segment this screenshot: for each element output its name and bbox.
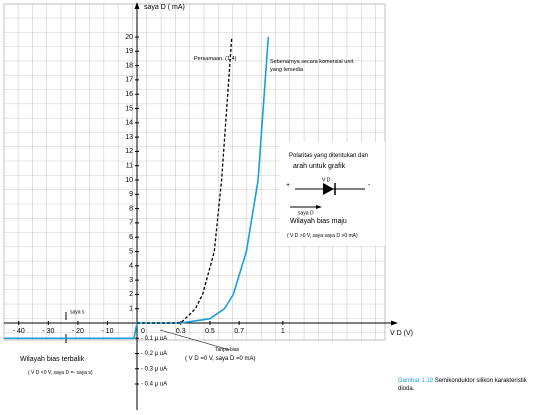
origin-label: 0: [141, 328, 145, 335]
y-tick-label: 19: [125, 48, 133, 55]
y-tick-label: 13: [125, 134, 133, 141]
nobias-pointer: [159, 329, 231, 351]
nobias-cond: ( V D =0 V, saya D =0 mA): [185, 356, 256, 362]
polarity-1: Polaritas yang ditentukan dan: [289, 153, 369, 159]
series-line: [4, 36, 270, 340]
polarity-box: [280, 142, 385, 246]
x-tick-label: 0.5: [205, 328, 215, 335]
y-tick-label: 6: [129, 234, 133, 241]
y-tick-label: 15: [125, 105, 133, 112]
y-tick-label: 14: [125, 120, 133, 127]
y-axis-label: saya D ( mA): [144, 4, 185, 11]
y-tick-label: 20: [125, 34, 133, 41]
reverse-label: Wilayah bias terbalik: [20, 356, 85, 363]
is-label: saya s: [70, 309, 85, 315]
x-tick-label: - 30: [42, 328, 54, 335]
y-tick-label: 1: [129, 306, 133, 313]
series-label: Sebenarnya secara komersial unit yang te…: [270, 59, 354, 73]
y-tick-label: 18: [125, 62, 133, 69]
y-tick-label: 16: [125, 91, 133, 98]
y-tick-label: 12: [125, 148, 133, 155]
y-tick-label: 11: [126, 163, 133, 170]
x-tick-label: - 10: [101, 328, 113, 335]
series-label: Persamaan. (1.4): [194, 56, 237, 62]
y-tick-label: 8: [129, 205, 133, 212]
caption: Gambar 1.19 Semikonduktor silikon karakt…: [398, 377, 542, 393]
caption-figure: Gambar 1.19: [398, 378, 434, 384]
minus: -: [368, 182, 371, 189]
y-tick-label: 3: [129, 277, 133, 284]
x-tick-label: - 20: [72, 328, 84, 335]
y-tick-label: - 0.3 μ uA: [141, 366, 167, 372]
y-tick-label: 4: [129, 263, 133, 270]
x-tick-label: 0.3: [176, 328, 186, 335]
x-tick-label: 1: [281, 328, 285, 335]
y-tick-label: 5: [129, 248, 133, 255]
plus: +: [286, 182, 290, 189]
polarity-2: arah untuk grafik: [293, 163, 346, 170]
x-arrow: [391, 320, 398, 326]
forward-cond: ( V D >0 V, saya saya D >0 mA): [287, 233, 358, 239]
y-tick-label: 10: [125, 177, 133, 184]
x-axis-label: V D (V): [390, 330, 413, 337]
x-tick-label: 0.7: [234, 328, 244, 335]
series-line: [137, 36, 233, 324]
y-arrow: [134, 2, 140, 9]
y-tick-label: 9: [129, 191, 133, 198]
caption-text: Semikonduktor silikon karakteristik diod…: [398, 378, 527, 392]
diode-triangle: [323, 183, 334, 195]
vd-label: V D: [322, 177, 331, 183]
y-tick-label: 2: [129, 291, 133, 298]
y-tick-label: - 0.1 μ uA: [141, 336, 167, 342]
forward-label: Wilayah bias maju: [290, 218, 347, 225]
x-tick-label: - 40: [13, 328, 25, 335]
y-tick-label: - 0.2 μ uA: [141, 351, 167, 357]
reverse-cond: ( V D <0 V, saya D =- saya s): [28, 370, 93, 376]
y-tick-label: 17: [125, 77, 133, 84]
id-arrowhead: [316, 205, 322, 209]
y-tick-label: 7: [129, 220, 133, 227]
y-tick-label: - 0.4 μ uA: [141, 382, 167, 388]
id-label: saya D: [298, 210, 314, 216]
nobias-label: Tanpa bias: [215, 347, 240, 353]
